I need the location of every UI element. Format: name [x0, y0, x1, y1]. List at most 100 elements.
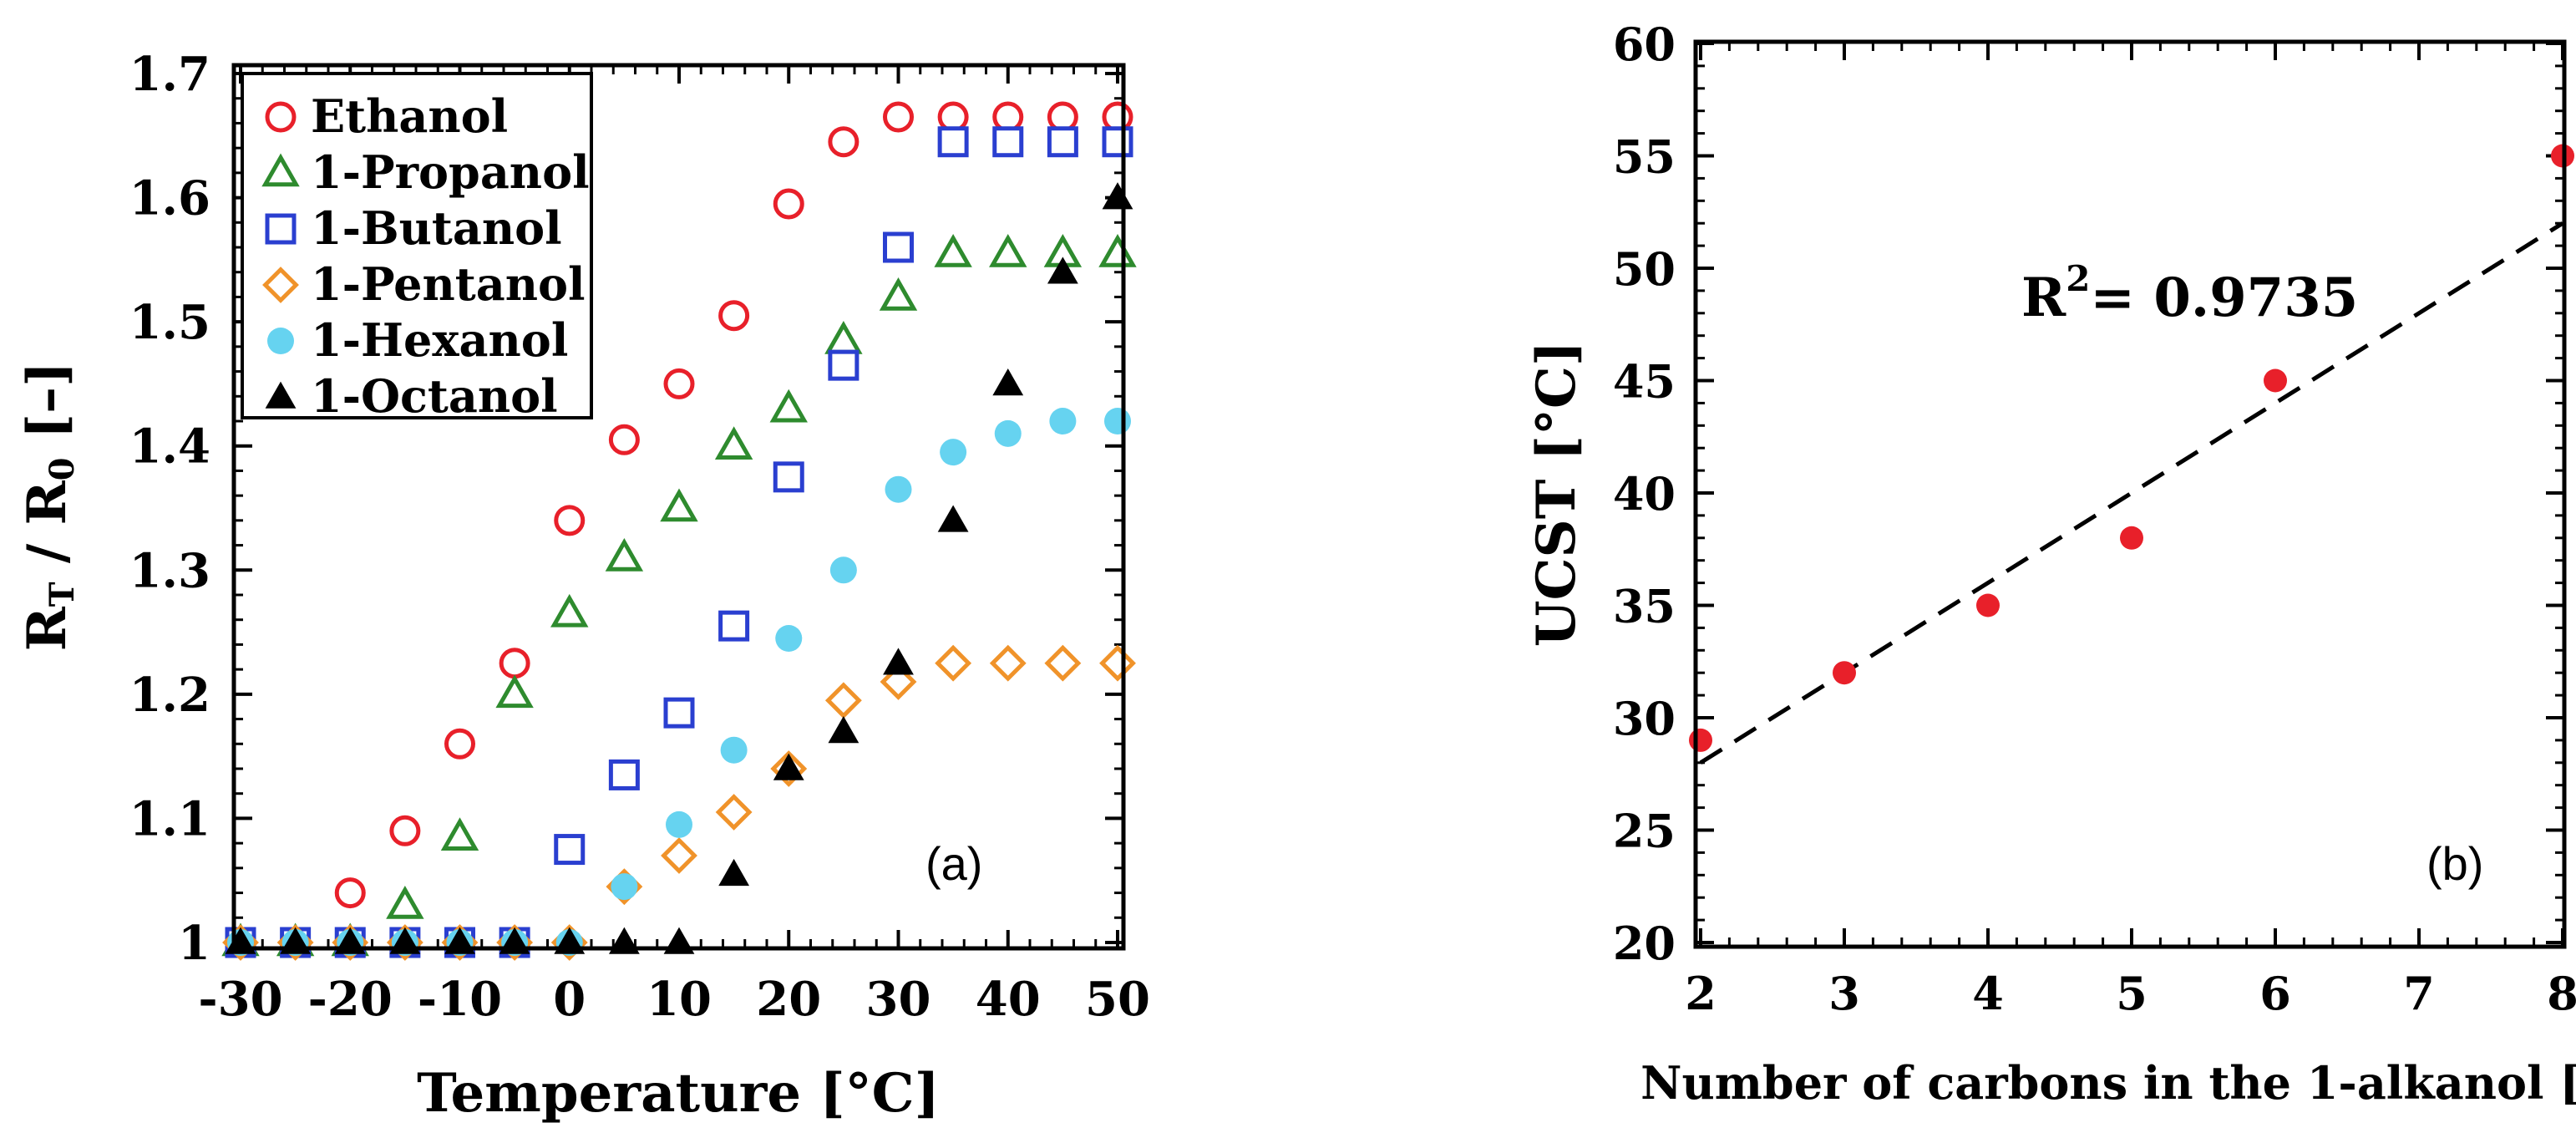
data-point	[937, 101, 969, 133]
data-point	[883, 101, 914, 133]
data-point	[499, 648, 530, 679]
data-point	[885, 475, 912, 503]
data-point	[824, 320, 863, 354]
data-point	[1047, 126, 1078, 158]
data-point	[550, 593, 589, 628]
data-point	[663, 368, 695, 399]
data-point	[773, 188, 804, 220]
x-tick-label: -10	[418, 972, 502, 1027]
data-point	[440, 817, 479, 851]
panel-a-x-tick-labels: -30 -20 -10 0 10 20 30 40 50	[198, 972, 1150, 1027]
panel-a-y-axis-label: RT / R0 [–]	[16, 362, 82, 652]
data-point	[661, 837, 697, 874]
data-point	[828, 126, 860, 158]
x-tick-label: 2	[1685, 967, 1716, 1020]
data-point	[828, 349, 860, 381]
legend-box	[241, 72, 593, 419]
panel-a: -30 -20 -10 0 10 20 30 40 50 1 1.1 1.2 1.3 1.4 1.5 1.6…	[16, 47, 1150, 1125]
data-point	[989, 233, 1027, 267]
data-point	[879, 277, 918, 311]
panel-b-x-tick-labels: 2 3 4 5 6 7 8	[1685, 967, 2576, 1020]
data-point	[989, 644, 1027, 682]
x-tick-label: -20	[308, 972, 393, 1027]
x-tick-label: 40	[976, 972, 1041, 1027]
legend-label: 1-Pentanol	[311, 257, 585, 311]
x-tick-label: 50	[1085, 972, 1150, 1027]
data-point	[934, 233, 972, 267]
x-tick-label: 7	[2403, 967, 2435, 1020]
data-point	[940, 439, 967, 466]
data-point	[992, 101, 1024, 133]
y-tick-label: 1.4	[129, 419, 210, 475]
y-tick-label: 60	[1613, 18, 1676, 71]
data-point	[769, 389, 808, 423]
data-point	[666, 810, 692, 838]
data-point	[773, 753, 804, 780]
data-point	[718, 300, 750, 332]
y-tick-label: 55	[1613, 130, 1676, 184]
x-tick-label: 6	[2259, 967, 2291, 1020]
data-point	[1102, 126, 1133, 158]
data-point	[994, 419, 1022, 447]
data-point	[715, 794, 753, 831]
y-tick-label: 35	[1613, 580, 1676, 633]
data-point	[828, 716, 860, 744]
data-point	[718, 610, 750, 642]
x-tick-label: 30	[866, 972, 931, 1027]
panel-b-marks	[1689, 144, 2574, 752]
data-point	[2264, 368, 2287, 393]
data-point	[608, 424, 640, 455]
legend-marker	[265, 213, 297, 245]
data-point	[554, 505, 586, 536]
panel-a-frame	[231, 63, 1126, 951]
panel-b-y-axis-label: UCST [°C]	[1525, 341, 1588, 647]
data-point	[554, 834, 586, 866]
data-point	[935, 644, 972, 682]
data-point	[1047, 101, 1078, 133]
legend-label: Ethanol	[311, 89, 508, 143]
x-tick-label: 8	[2547, 967, 2576, 1020]
panel-a-marks	[221, 101, 1137, 961]
data-point	[1104, 408, 1131, 434]
x-tick-label: 3	[1828, 967, 1860, 1020]
data-point	[992, 126, 1024, 158]
y-tick-label: 1.5	[129, 295, 210, 350]
data-point	[1833, 661, 1856, 685]
data-point	[1102, 101, 1133, 133]
data-point	[608, 759, 640, 790]
legend-marker	[265, 381, 297, 409]
series-ethanol	[225, 101, 1133, 958]
x-tick-label: 20	[756, 972, 821, 1027]
panel-a-label: (a)	[925, 837, 982, 890]
data-point	[1689, 728, 1712, 752]
y-tick-label: 50	[1613, 242, 1676, 296]
data-point	[937, 126, 969, 158]
legend-marker	[261, 153, 300, 187]
data-point	[720, 736, 748, 764]
x-tick-label: 4	[1972, 967, 2004, 1020]
x-tick-label: 5	[2116, 967, 2148, 1020]
panel-b-y-tick-labels: 20 25 30 35 40 45 50 55 60	[1613, 18, 1676, 970]
y-tick-label: 20	[1613, 917, 1676, 970]
panel-a-y-tick-labels: 1 1.1 1.2 1.3 1.4 1.5 1.6 1.7	[129, 47, 210, 971]
data-point	[937, 505, 969, 532]
panel-a-x-axis-label: Temperature [°C]	[417, 1062, 940, 1125]
legend-label: 1-Octanol	[311, 369, 558, 423]
y-tick-label: 1.7	[129, 47, 210, 102]
data-point	[714, 426, 753, 460]
data-point	[824, 682, 862, 719]
y-tick-label: 1.6	[129, 171, 210, 226]
y-tick-label: 25	[1613, 805, 1676, 858]
data-point	[1044, 644, 1082, 682]
y-tick-label: 45	[1613, 355, 1676, 409]
data-point	[495, 674, 534, 709]
series-1-pentanol	[222, 644, 1136, 961]
x-tick-label: -30	[198, 972, 282, 1027]
y-tick-label: 30	[1613, 692, 1676, 745]
data-point	[660, 488, 698, 522]
data-point	[718, 858, 750, 887]
data-point	[992, 368, 1024, 396]
data-point	[663, 697, 695, 729]
data-point	[773, 461, 804, 493]
